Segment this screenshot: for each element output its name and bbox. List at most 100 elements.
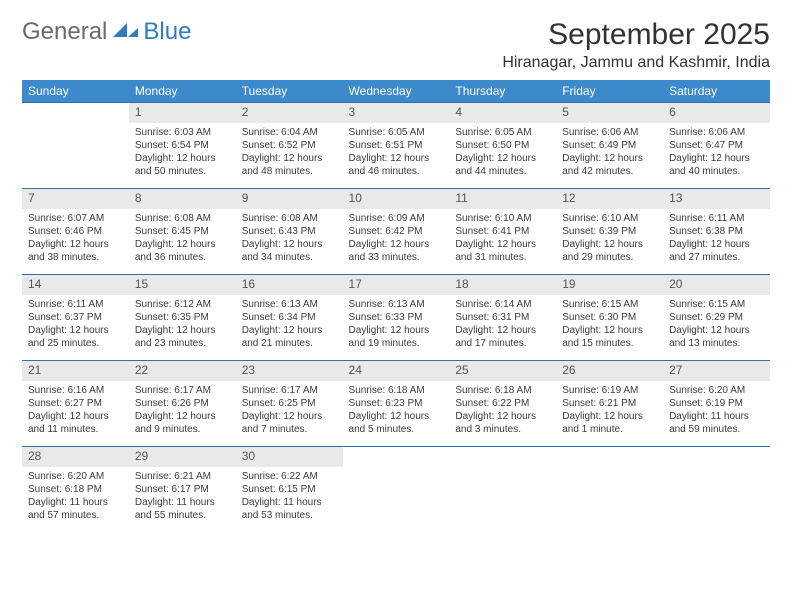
sunrise-line: Sunrise: 6:13 AM (349, 298, 444, 311)
day-number-cell: 14 (22, 275, 129, 295)
day-content-cell: Sunrise: 6:18 AMSunset: 6:22 PMDaylight:… (449, 381, 556, 447)
daylight-line: Daylight: 12 hours and 13 minutes. (669, 324, 764, 350)
day-number-cell: 25 (449, 361, 556, 381)
sunrise-line: Sunrise: 6:21 AM (135, 470, 230, 483)
day-number-cell: 24 (343, 361, 450, 381)
day-number-cell: 8 (129, 189, 236, 209)
sunset-line: Sunset: 6:46 PM (28, 225, 123, 238)
day-content-cell: Sunrise: 6:20 AMSunset: 6:19 PMDaylight:… (663, 381, 770, 447)
sunset-line: Sunset: 6:47 PM (669, 139, 764, 152)
day-number-cell (343, 447, 450, 467)
logo: General Blue (22, 18, 191, 46)
sunrise-line: Sunrise: 6:09 AM (349, 212, 444, 225)
day-number-cell: 30 (236, 447, 343, 467)
sunrise-line: Sunrise: 6:10 AM (455, 212, 550, 225)
daylight-line: Daylight: 12 hours and 3 minutes. (455, 410, 550, 436)
day-number-cell: 28 (22, 447, 129, 467)
day-content-cell: Sunrise: 6:13 AMSunset: 6:33 PMDaylight:… (343, 295, 450, 361)
sunrise-line: Sunrise: 6:05 AM (455, 126, 550, 139)
logo-mark-icon (113, 18, 139, 46)
daylight-line: Daylight: 12 hours and 44 minutes. (455, 152, 550, 178)
day-content-cell: Sunrise: 6:17 AMSunset: 6:25 PMDaylight:… (236, 381, 343, 447)
weekday-header: Sunday (22, 80, 129, 103)
daylight-line: Daylight: 12 hours and 48 minutes. (242, 152, 337, 178)
daylight-line: Daylight: 12 hours and 15 minutes. (562, 324, 657, 350)
month-title: September 2025 (502, 18, 770, 52)
daylight-line: Daylight: 12 hours and 5 minutes. (349, 410, 444, 436)
daylight-line: Daylight: 12 hours and 34 minutes. (242, 238, 337, 264)
day-number-cell: 20 (663, 275, 770, 295)
sunset-line: Sunset: 6:22 PM (455, 397, 550, 410)
daylight-line: Daylight: 12 hours and 42 minutes. (562, 152, 657, 178)
day-number-cell: 18 (449, 275, 556, 295)
day-number-cell: 3 (343, 103, 450, 123)
sunset-line: Sunset: 6:41 PM (455, 225, 550, 238)
day-content-cell: Sunrise: 6:05 AMSunset: 6:51 PMDaylight:… (343, 123, 450, 189)
day-number-cell: 7 (22, 189, 129, 209)
day-content-cell: Sunrise: 6:22 AMSunset: 6:15 PMDaylight:… (236, 467, 343, 533)
day-content-cell: Sunrise: 6:07 AMSunset: 6:46 PMDaylight:… (22, 209, 129, 275)
sunrise-line: Sunrise: 6:18 AM (455, 384, 550, 397)
sunset-line: Sunset: 6:50 PM (455, 139, 550, 152)
day-content-cell (663, 467, 770, 533)
day-content-row: Sunrise: 6:20 AMSunset: 6:18 PMDaylight:… (22, 467, 770, 533)
day-number-cell: 15 (129, 275, 236, 295)
day-number-cell: 2 (236, 103, 343, 123)
day-content-cell (343, 467, 450, 533)
daylight-line: Daylight: 12 hours and 7 minutes. (242, 410, 337, 436)
sunset-line: Sunset: 6:26 PM (135, 397, 230, 410)
sunrise-line: Sunrise: 6:18 AM (349, 384, 444, 397)
sunrise-line: Sunrise: 6:03 AM (135, 126, 230, 139)
day-number-row: 282930 (22, 447, 770, 467)
daylight-line: Daylight: 12 hours and 27 minutes. (669, 238, 764, 264)
weekday-header: Wednesday (343, 80, 450, 103)
header: General Blue September 2025 Hiranagar, J… (22, 18, 770, 72)
day-number-cell: 23 (236, 361, 343, 381)
sunset-line: Sunset: 6:39 PM (562, 225, 657, 238)
daylight-line: Daylight: 12 hours and 33 minutes. (349, 238, 444, 264)
day-content-cell: Sunrise: 6:11 AMSunset: 6:37 PMDaylight:… (22, 295, 129, 361)
daylight-line: Daylight: 12 hours and 21 minutes. (242, 324, 337, 350)
sunset-line: Sunset: 6:37 PM (28, 311, 123, 324)
weekday-header: Monday (129, 80, 236, 103)
sunset-line: Sunset: 6:19 PM (669, 397, 764, 410)
sunrise-line: Sunrise: 6:05 AM (349, 126, 444, 139)
sunset-line: Sunset: 6:23 PM (349, 397, 444, 410)
day-content-cell: Sunrise: 6:05 AMSunset: 6:50 PMDaylight:… (449, 123, 556, 189)
daylight-line: Daylight: 12 hours and 29 minutes. (562, 238, 657, 264)
sunset-line: Sunset: 6:35 PM (135, 311, 230, 324)
day-number-cell: 5 (556, 103, 663, 123)
weekday-header: Thursday (449, 80, 556, 103)
day-number-cell: 16 (236, 275, 343, 295)
daylight-line: Daylight: 11 hours and 53 minutes. (242, 496, 337, 522)
day-number-cell (556, 447, 663, 467)
day-content-cell (449, 467, 556, 533)
day-number-cell: 10 (343, 189, 450, 209)
day-number-cell: 22 (129, 361, 236, 381)
day-content-cell: Sunrise: 6:09 AMSunset: 6:42 PMDaylight:… (343, 209, 450, 275)
sunrise-line: Sunrise: 6:20 AM (28, 470, 123, 483)
sunrise-line: Sunrise: 6:20 AM (669, 384, 764, 397)
day-number-cell (449, 447, 556, 467)
sunrise-line: Sunrise: 6:13 AM (242, 298, 337, 311)
sunset-line: Sunset: 6:21 PM (562, 397, 657, 410)
sunset-line: Sunset: 6:43 PM (242, 225, 337, 238)
sunrise-line: Sunrise: 6:04 AM (242, 126, 337, 139)
sunrise-line: Sunrise: 6:08 AM (135, 212, 230, 225)
day-number-cell: 29 (129, 447, 236, 467)
sunset-line: Sunset: 6:25 PM (242, 397, 337, 410)
day-number-row: 21222324252627 (22, 361, 770, 381)
sunset-line: Sunset: 6:45 PM (135, 225, 230, 238)
day-content-cell: Sunrise: 6:15 AMSunset: 6:29 PMDaylight:… (663, 295, 770, 361)
day-content-cell: Sunrise: 6:08 AMSunset: 6:43 PMDaylight:… (236, 209, 343, 275)
day-number-cell: 9 (236, 189, 343, 209)
day-content-cell: Sunrise: 6:08 AMSunset: 6:45 PMDaylight:… (129, 209, 236, 275)
sunset-line: Sunset: 6:51 PM (349, 139, 444, 152)
day-number-cell: 4 (449, 103, 556, 123)
day-content-cell: Sunrise: 6:06 AMSunset: 6:49 PMDaylight:… (556, 123, 663, 189)
daylight-line: Daylight: 12 hours and 1 minute. (562, 410, 657, 436)
weekday-header: Tuesday (236, 80, 343, 103)
sunrise-line: Sunrise: 6:08 AM (242, 212, 337, 225)
sunset-line: Sunset: 6:33 PM (349, 311, 444, 324)
daylight-line: Daylight: 12 hours and 31 minutes. (455, 238, 550, 264)
